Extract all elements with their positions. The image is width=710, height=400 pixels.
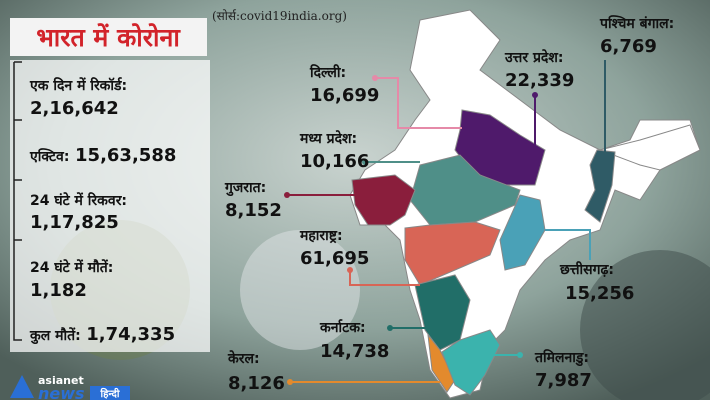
brand-name: asianet <box>38 374 84 387</box>
state-cg <box>499 194 546 271</box>
stat-value: 1,74,335 <box>86 324 175 345</box>
stat-value: 15,63,588 <box>75 145 176 166</box>
state-name: कर्नाटक: <box>319 319 366 336</box>
dot <box>362 159 368 165</box>
leaders <box>287 60 606 383</box>
leader <box>349 270 420 286</box>
stat-label: 24 घंटे में मौतें: <box>30 259 113 276</box>
dot <box>387 325 393 331</box>
state-kl <box>427 333 456 393</box>
stat-label: कुल मौतें: <box>29 327 81 345</box>
leader <box>375 77 462 129</box>
india-map <box>349 9 701 399</box>
state-mp <box>409 154 521 226</box>
state-value: 16,699 <box>310 85 379 106</box>
northeast <box>598 124 701 171</box>
leader <box>545 229 591 260</box>
title: भारत में कोरोना <box>36 23 181 52</box>
state-value: 7,987 <box>535 370 592 391</box>
dot <box>347 267 353 273</box>
brand-logo <box>10 375 34 398</box>
state-mh <box>404 221 501 286</box>
dot <box>284 192 290 198</box>
stat-value: 2,16,642 <box>30 98 119 119</box>
state-wb <box>584 149 616 223</box>
bg-blob <box>240 230 360 350</box>
stat-label: एक दिन में रिकॉर्ड: <box>29 77 127 94</box>
stats-panel <box>10 60 210 352</box>
state-tn <box>441 329 501 396</box>
state-name: छत्तीसगढ़: <box>559 261 614 278</box>
dot <box>287 379 293 385</box>
brand-news: news <box>38 384 85 400</box>
state-name: पश्चिम बंगाल: <box>599 15 674 32</box>
state-name: मध्य प्रदेश: <box>299 130 357 147</box>
state-value: 14,738 <box>320 341 389 362</box>
state-name: केरल: <box>227 350 260 367</box>
title-box <box>10 18 207 56</box>
state-name: गुजरात: <box>224 180 266 197</box>
state-name: तमिलनाडु: <box>534 349 589 367</box>
state-value: 15,256 <box>565 283 634 304</box>
state-gj <box>351 174 416 226</box>
brand-lang-box <box>90 386 130 400</box>
source: (सोर्स:covid19india.org) <box>212 9 347 23</box>
leader-dots <box>284 75 538 385</box>
state-value: 61,695 <box>300 248 369 269</box>
stat-value: 1,17,825 <box>30 212 119 233</box>
state-name: दिल्ली: <box>309 64 346 81</box>
brand-lang: हिन्दी <box>100 387 120 400</box>
state-value: 22,339 <box>505 70 574 91</box>
state-value: 10,166 <box>300 151 369 172</box>
bracket <box>13 61 22 341</box>
stat-line: कुल मौतें: 1,74,335 <box>29 324 175 345</box>
state-value: 8,126 <box>228 373 285 394</box>
stat-label: एक्टिव: <box>29 148 69 165</box>
stat-label: 24 घंटे में रिकवर: <box>30 192 127 209</box>
state-name: उत्तर प्रदेश: <box>504 49 563 66</box>
dot <box>532 92 538 98</box>
dot <box>372 75 378 81</box>
stat-value: 1,182 <box>30 280 87 301</box>
state-name: महाराष्ट्र: <box>299 228 343 244</box>
state-value: 8,152 <box>225 200 282 221</box>
dot <box>517 352 523 358</box>
stat-line: एक्टिव: 15,63,588 <box>29 145 176 166</box>
state-value: 6,769 <box>600 36 657 57</box>
state-up <box>454 109 546 186</box>
bg-blob <box>580 250 710 400</box>
